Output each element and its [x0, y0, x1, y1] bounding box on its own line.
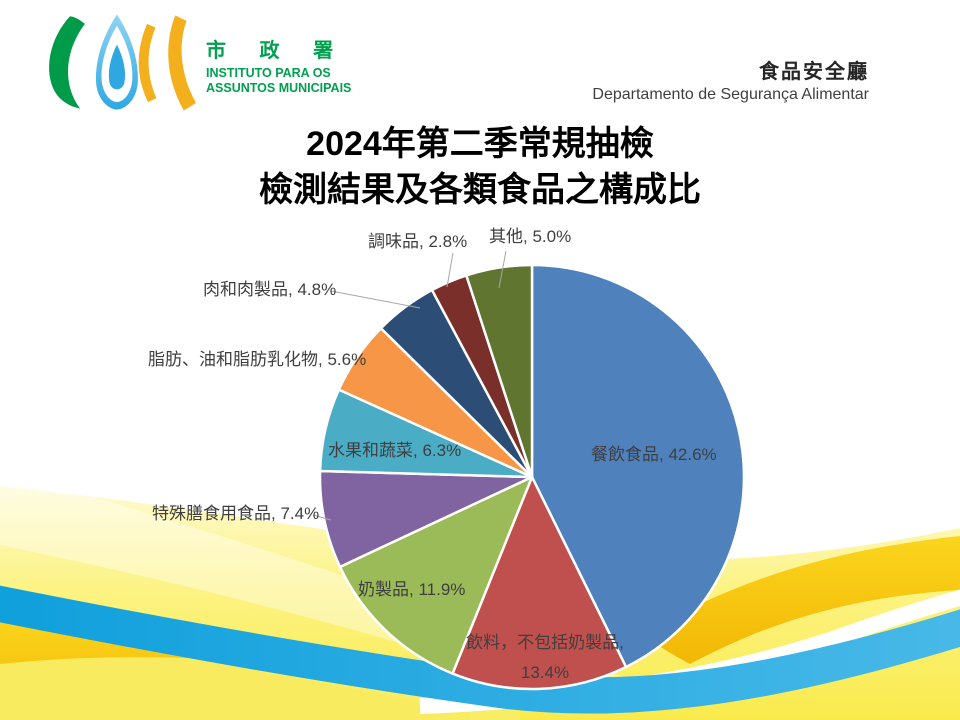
pie-label-beverages-line-1: 飲料，不包括奶製品,: [466, 633, 624, 652]
institute-name-pt-1: INSTITUTO PARA OS: [206, 66, 331, 80]
pie-label-special-diet: 特殊膳食用食品, 7.4%: [152, 504, 320, 523]
logo-blue-drop-core: [108, 44, 126, 90]
department-name-pt: Departamento de Segurança Alimentar: [592, 86, 869, 103]
department-name-cjk: 食品安全廳: [759, 61, 869, 83]
logo-yellow-stroke-outer: [168, 15, 196, 111]
pie-label-meat: 肉和肉製品, 4.8%: [203, 280, 337, 299]
pie-slices: [318, 263, 746, 691]
department-block: 食品安全廳 Departamento de Segurança Alimenta…: [592, 60, 869, 105]
pie-slice-3: [318, 469, 534, 569]
logo-yellow-stroke-inner: [138, 23, 157, 102]
header-logo-block: 市 政 署 INSTITUTO PARA OS ASSUNTOS MUNICIP…: [36, 12, 351, 112]
pie-slice-2: [338, 475, 534, 675]
pie-slice-1: [451, 475, 628, 691]
pie-label-other: 其他, 5.0%: [489, 227, 572, 246]
leader-line-meat: [330, 290, 421, 309]
leader-line-seasoning: [446, 252, 454, 288]
pie-label-dairy: 奶製品, 11.9%: [358, 580, 466, 599]
institute-name-cjk: 市 政 署: [206, 40, 348, 62]
page-title: 2024年第二季常規抽檢 檢測結果及各類食品之構成比: [0, 121, 960, 213]
bg-yellow-bottom: [0, 657, 520, 720]
institute-name-block: 市 政 署 INSTITUTO PARA OS ASSUNTOS MUNICIP…: [206, 40, 351, 96]
pie-label-catering: 餐飲食品, 42.6%: [591, 445, 717, 464]
leader-lines: [312, 250, 507, 521]
pie-label-seasoning: 調味品, 2.8%: [368, 232, 468, 251]
pie-label-beverages-line-2: 13.4%: [520, 663, 570, 682]
logo-green-petal: [49, 16, 85, 109]
pie-label-fruit-vegetables: 水果和蔬菜, 6.3%: [328, 441, 462, 460]
pie-label-beverages: 飲料，不包括奶製品, 13.4%: [454, 628, 636, 688]
pie-slice-0: [530, 263, 746, 669]
iam-logo: [49, 14, 196, 111]
pie-slice-8: [465, 263, 534, 479]
institute-name-pt-2: ASSUNTOS MUNICIPAIS: [206, 81, 352, 95]
leader-line-special-diet: [312, 514, 332, 521]
bg-gold-right: [644, 536, 960, 664]
leader-line-other: [498, 250, 507, 289]
bg-cyan-band: [0, 585, 960, 714]
page-title-line-1: 2024年第二季常規抽檢: [306, 125, 654, 163]
pie-label-fats-oils: 脂肪、油和脂肪乳化物, 5.6%: [148, 350, 367, 369]
page-title-line-2: 檢測結果及各類食品之構成比: [259, 171, 701, 209]
